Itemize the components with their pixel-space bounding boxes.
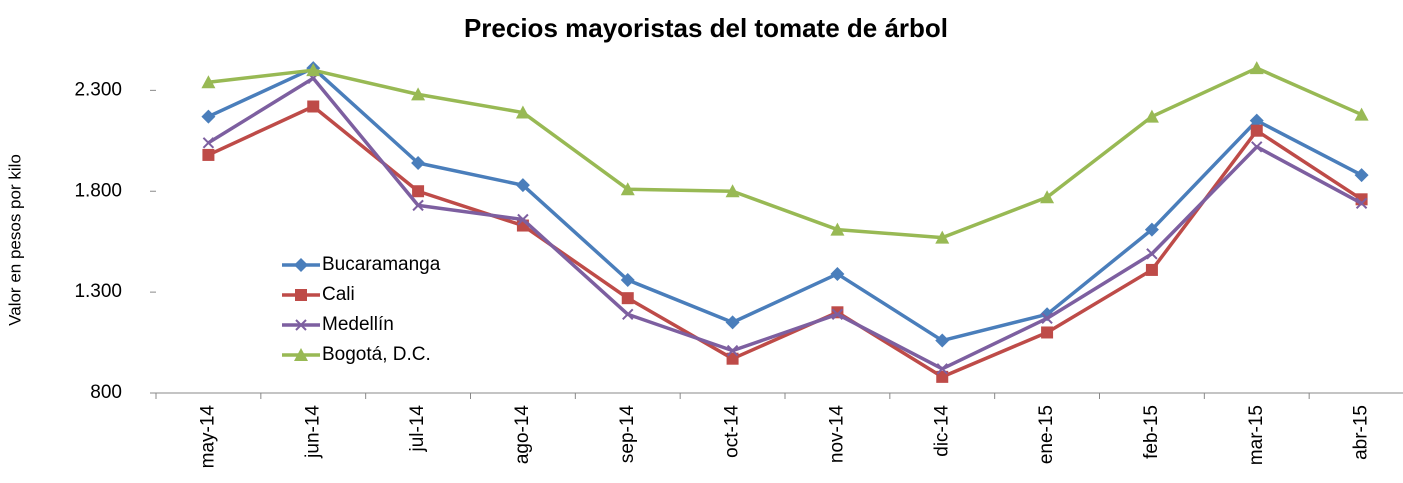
- point-marker: [515, 105, 530, 119]
- point-marker: [620, 273, 635, 288]
- x-tick-label: feb-15: [1141, 405, 1162, 459]
- point-marker: [726, 344, 739, 357]
- point-marker: [726, 352, 739, 365]
- x-tick-label: nov-14: [826, 405, 847, 464]
- point-marker: [1249, 113, 1264, 128]
- point-marker: [1354, 168, 1369, 183]
- point-marker: [1250, 124, 1263, 137]
- point-marker: [1249, 61, 1264, 75]
- point-marker: [725, 315, 740, 330]
- legend-marker: [295, 289, 307, 301]
- point-marker: [831, 308, 844, 321]
- y-tick-label: 800: [90, 382, 122, 403]
- point-marker: [1145, 263, 1158, 276]
- point-marker: [936, 370, 949, 383]
- legend-marker: [294, 348, 308, 361]
- point-marker: [411, 87, 426, 101]
- legend-label: Bogotá, D.C.: [322, 344, 431, 365]
- x-tick-label: sep-14: [617, 405, 638, 464]
- point-marker: [1041, 326, 1054, 339]
- point-marker: [725, 184, 740, 198]
- point-marker: [936, 363, 948, 375]
- series-line: [207, 104, 1363, 379]
- point-marker: [830, 222, 845, 236]
- series-line: [207, 76, 1363, 371]
- x-tick-label: abr-15: [1351, 405, 1372, 460]
- legend-label: Medellín: [322, 314, 394, 335]
- x-tick-label: ago-14: [512, 405, 533, 465]
- point-marker: [1144, 222, 1159, 237]
- x-tick-label: jun-14: [302, 405, 323, 459]
- y-axis-label: Valor en pesos por kilo: [5, 154, 24, 326]
- point-marker: [412, 185, 425, 198]
- point-marker: [1355, 197, 1368, 210]
- legend-label: Bucaramanga: [322, 254, 441, 275]
- point-marker: [1251, 141, 1263, 153]
- point-marker: [517, 213, 529, 226]
- point-marker: [1146, 248, 1158, 260]
- point-marker: [620, 182, 635, 196]
- x-tick-label: jul-14: [407, 405, 428, 453]
- point-marker: [1041, 312, 1053, 325]
- point-marker: [201, 109, 216, 124]
- y-tick-label: 1.800: [74, 180, 122, 201]
- series-line: [208, 66, 1363, 240]
- x-tick-label: oct-14: [722, 405, 743, 458]
- x-tick-label: dic-14: [931, 405, 952, 457]
- point-marker: [622, 308, 634, 321]
- point-marker: [621, 292, 634, 305]
- point-marker: [307, 100, 320, 113]
- x-tick-label: mar-15: [1246, 405, 1267, 465]
- point-marker: [935, 230, 950, 244]
- point-marker: [1040, 190, 1055, 204]
- point-marker: [202, 148, 215, 161]
- x-tick-label: may-14: [197, 405, 218, 469]
- x-tick-label: ene-15: [1036, 405, 1057, 464]
- point-marker: [1354, 107, 1369, 121]
- point-marker: [201, 75, 216, 89]
- point-marker: [1144, 109, 1159, 123]
- point-marker: [830, 266, 845, 281]
- point-marker: [202, 137, 215, 149]
- point-marker: [412, 199, 424, 212]
- legend-marker: [295, 319, 307, 331]
- y-tick-label: 1.300: [74, 281, 122, 302]
- point-marker: [515, 178, 530, 193]
- series-line: [207, 66, 1363, 343]
- y-tick-label: 2.300: [74, 79, 122, 100]
- legend-marker: [294, 258, 308, 272]
- chart-title: Precios mayoristas del tomate de árbol: [464, 13, 948, 43]
- point-marker: [411, 155, 426, 170]
- legend-label: Cali: [322, 284, 355, 305]
- point-marker: [306, 63, 321, 77]
- point-marker: [935, 333, 950, 348]
